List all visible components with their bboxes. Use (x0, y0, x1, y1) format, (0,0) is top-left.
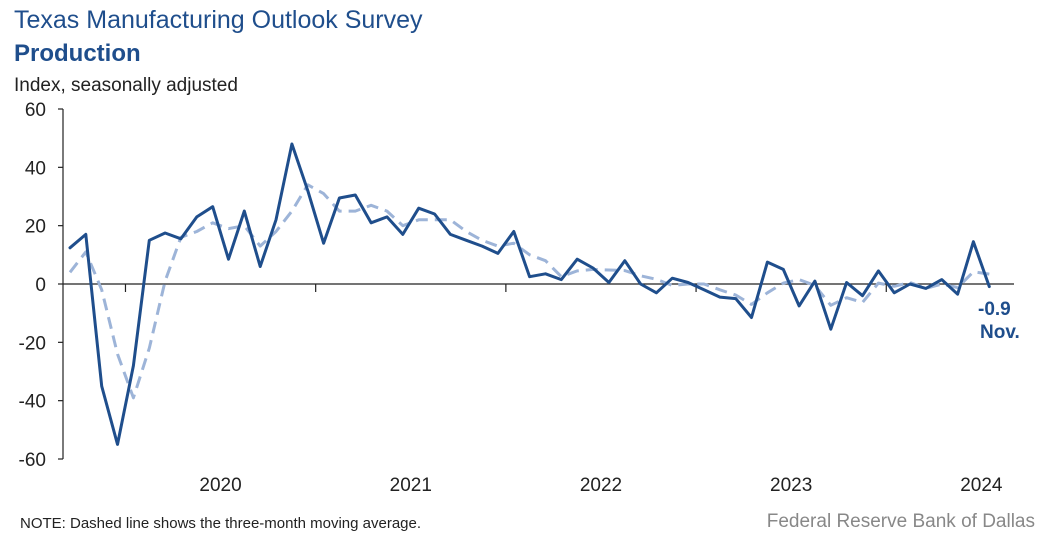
chart-title: Texas Manufacturing Outlook Survey (14, 6, 423, 34)
axes: 60 40 20 0 -20 -40 -60 2020 2021 2022 2023 2024 (19, 100, 1014, 496)
moving-average-line (68, 183, 990, 400)
chart-subtitle: Production (14, 40, 141, 67)
y-tick-label: 40 (25, 158, 46, 179)
x-tick-label: 2022 (580, 475, 622, 496)
callout-value: -0.9 (978, 299, 1011, 320)
x-tick-label: 2023 (770, 475, 812, 496)
production-index-line (68, 142, 991, 446)
source-credit: Federal Reserve Bank of Dallas (766, 511, 1035, 532)
footnote: NOTE: Dashed line shows the three-month … (20, 515, 422, 532)
y-tick-label: -40 (19, 392, 46, 413)
x-tick-label: 2020 (199, 475, 241, 496)
x-tick-label: 2024 (960, 475, 1003, 496)
x-tick-label: 2021 (390, 475, 432, 496)
y-tick-label: -20 (19, 333, 46, 354)
y-tick-label: -60 (19, 450, 46, 471)
y-tick-label: 0 (35, 275, 46, 296)
callout-month: Nov. (980, 322, 1020, 343)
y-tick-label: 60 (25, 100, 46, 121)
y-tick-label: 20 (25, 217, 46, 238)
series-group (68, 142, 991, 446)
y-axis-label: Index, seasonally adjusted (14, 75, 238, 96)
